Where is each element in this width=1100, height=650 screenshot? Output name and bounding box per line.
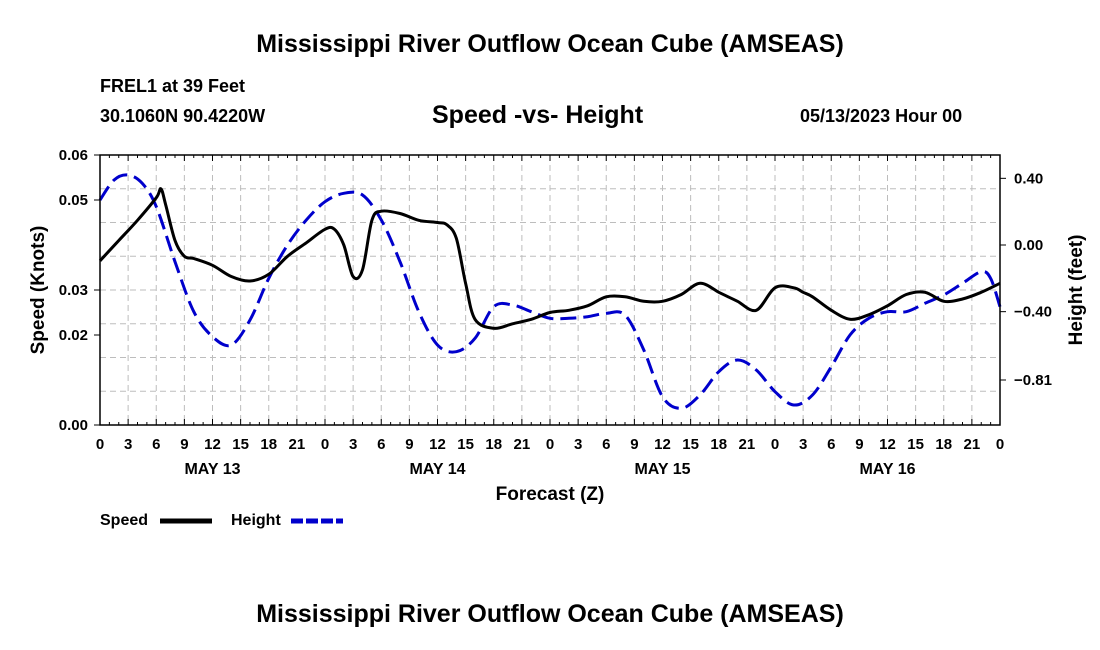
- day-label: MAY 14: [409, 461, 465, 478]
- y-tick-label-left: 0.00: [59, 417, 88, 434]
- x-tick-label: 0: [321, 436, 329, 453]
- x-tick-label: 15: [682, 436, 699, 453]
- x-tick-label: 15: [232, 436, 249, 453]
- x-tick-label: 15: [907, 436, 924, 453]
- x-tick-label: 6: [602, 436, 610, 453]
- forecast-datetime: 05/13/2023 Hour 00: [800, 106, 963, 126]
- y-axis-label-left: Speed (Knots): [28, 226, 49, 355]
- x-tick-label: 21: [514, 436, 531, 453]
- series-line-height: [98, 173, 1002, 410]
- x-tick-label: 12: [654, 436, 671, 453]
- y-tick-label-right: 0.40: [1014, 170, 1043, 187]
- x-tick-label: 12: [429, 436, 446, 453]
- x-tick-label: 9: [855, 436, 863, 453]
- day-label: MAY 13: [184, 461, 240, 478]
- y-tick-label-right: −0.40: [1014, 304, 1052, 321]
- y-tick-label-left: 0.05: [59, 192, 88, 209]
- series-layer: [98, 173, 1002, 410]
- y-axis-label-right: Height (feet): [1066, 235, 1087, 346]
- x-tick-label: 12: [879, 436, 896, 453]
- x-tick-label: 18: [260, 436, 277, 453]
- x-tick-label: 9: [405, 436, 413, 453]
- x-tick-label: 3: [799, 436, 807, 453]
- x-tick-label: 0: [96, 436, 104, 453]
- x-tick-label: 12: [204, 436, 221, 453]
- legend-label-speed: Speed: [100, 512, 148, 529]
- x-tick-label: 6: [152, 436, 160, 453]
- series-line-speed: [98, 187, 1001, 330]
- x-tick-label: 9: [630, 436, 638, 453]
- legend-label-height: Height: [231, 512, 281, 529]
- x-tick-label: 3: [349, 436, 357, 453]
- x-tick-label: 0: [546, 436, 554, 453]
- ticks: [94, 154, 1006, 426]
- footer-title: Mississippi River Outflow Ocean Cube (AM…: [256, 600, 844, 628]
- legend: Speed Height: [100, 512, 343, 529]
- y-tick-label-right: 0.00: [1014, 237, 1043, 254]
- day-label: MAY 15: [634, 461, 690, 478]
- x-tick-label: 6: [827, 436, 835, 453]
- chart-subtitle: Speed -vs- Height: [432, 101, 644, 129]
- chart-title: Mississippi River Outflow Ocean Cube (AM…: [256, 30, 844, 58]
- x-tick-label: 15: [457, 436, 474, 453]
- x-tick-label: 18: [710, 436, 727, 453]
- day-label: MAY 16: [859, 461, 915, 478]
- x-tick-label: 21: [964, 436, 981, 453]
- labels: 0 3 6 9 12 15 18 21 0 3 6 9 12 15 18 21 0 3 6 9 12 15 18 21 0 3 6 9…: [59, 147, 1052, 478]
- x-axis-label: Forecast (Z): [496, 484, 605, 505]
- x-tick-label: 18: [935, 436, 952, 453]
- y-tick-label-right: −0.81: [1014, 372, 1052, 389]
- x-tick-label: 0: [771, 436, 779, 453]
- y-tick-label-left: 0.02: [59, 327, 88, 344]
- x-tick-label: 21: [739, 436, 756, 453]
- x-tick-label: 9: [180, 436, 188, 453]
- x-tick-label: 18: [485, 436, 502, 453]
- x-tick-label: 3: [574, 436, 582, 453]
- y-tick-label-left: 0.03: [59, 282, 88, 299]
- x-tick-label: 21: [289, 436, 306, 453]
- x-tick-label: 0: [996, 436, 1004, 453]
- coordinates-label: 30.1060N 90.4220W: [100, 106, 266, 126]
- x-tick-label: 6: [377, 436, 385, 453]
- station-label: FREL1 at 39 Feet: [100, 76, 246, 96]
- grid: [100, 155, 1000, 425]
- y-tick-label-left: 0.06: [59, 147, 88, 164]
- x-tick-label: 3: [124, 436, 132, 453]
